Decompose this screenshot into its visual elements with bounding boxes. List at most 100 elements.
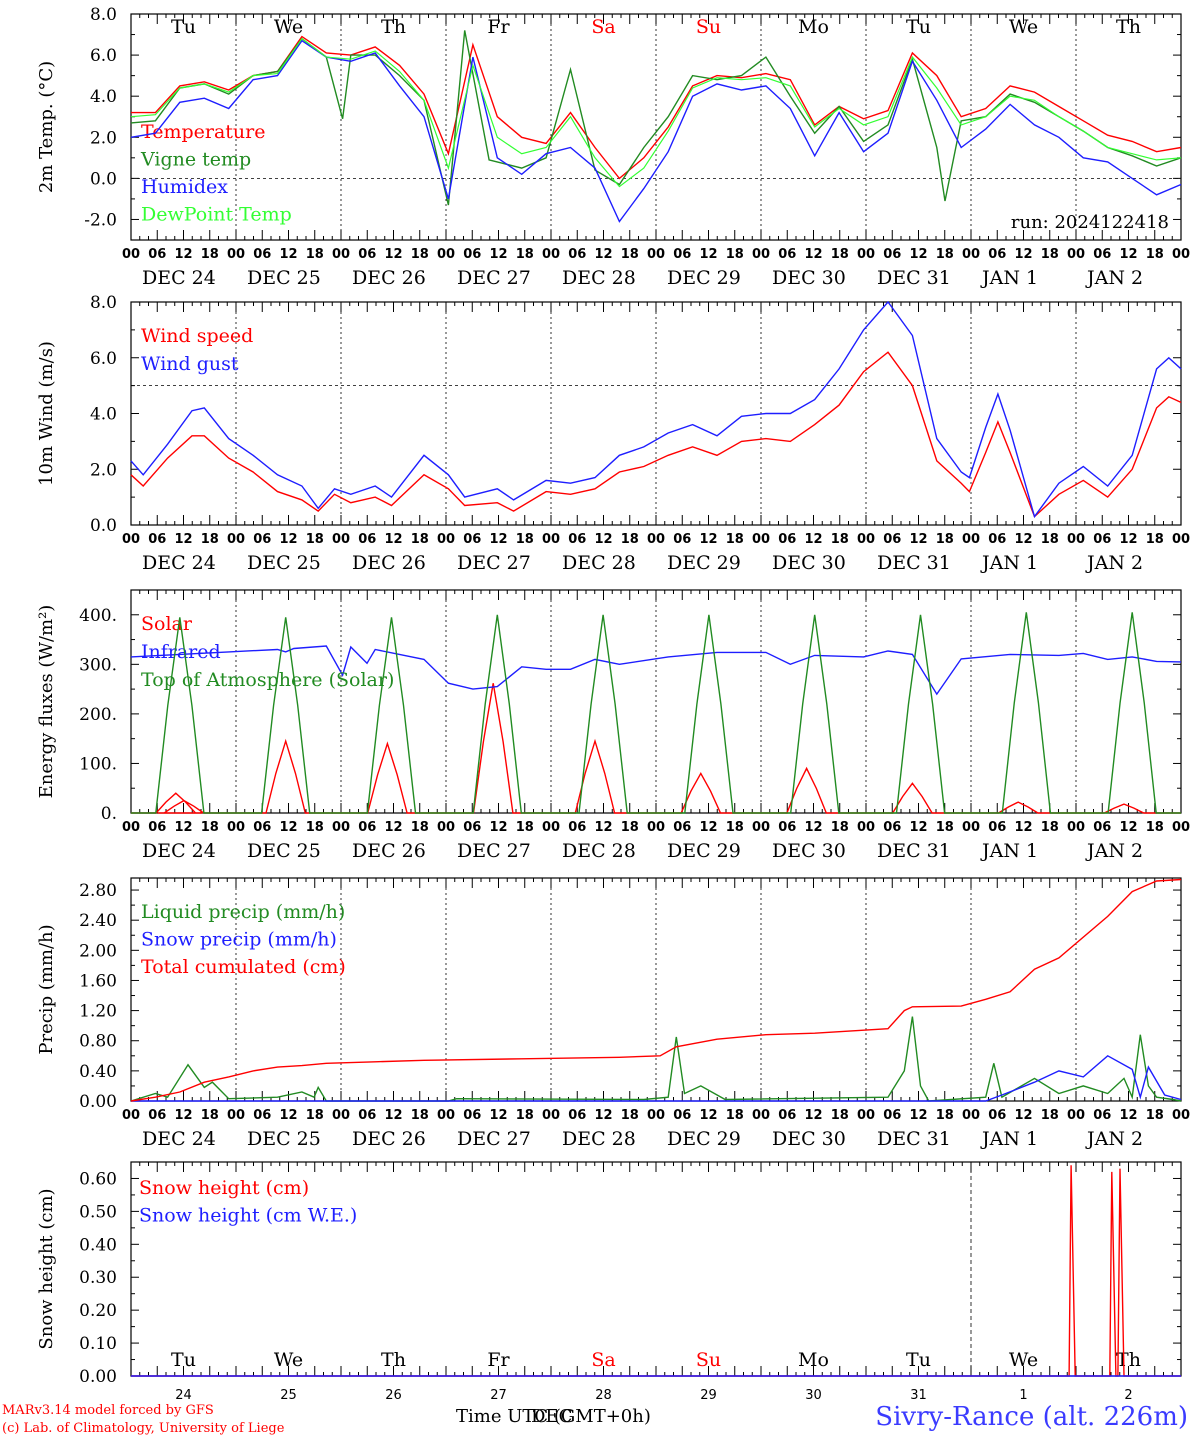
weekday-label: Mo [798,1349,829,1371]
x-hour-label: 06 [253,820,271,835]
run-annotation: run: 2024122418 [1011,212,1169,233]
x-hour-label: 18 [411,1108,429,1123]
legend-entry: Vigne temp [140,149,251,171]
y-tick-label: 1.20 [79,1002,117,1022]
x-hour-label: 12 [699,1108,717,1123]
x-date-label: DEC 28 [562,267,636,289]
x-date-label: DEC 28 [562,840,636,862]
y-tick-label: 4.0 [90,405,117,425]
x-hour-label: 18 [411,532,429,547]
x-hour-label: 18 [621,820,639,835]
x-hour-label: 18 [726,532,744,547]
x-hour-label: 00 [1172,820,1190,835]
x-hour-label: 00 [122,1108,140,1123]
x-hour-label: 18 [1146,1108,1164,1123]
x-hour-label: 00 [542,1108,560,1123]
series-line [130,878,1182,1102]
x-hour-label: 06 [148,247,166,262]
x-date-label: DEC 25 [247,267,321,289]
x-hour-label: 06 [988,1108,1006,1123]
y-tick-label: 1.60 [79,971,117,991]
x-hour-label: 06 [1093,247,1111,262]
series-line [131,612,1181,814]
x-hour-label: 06 [148,532,166,547]
x-date-label: DEC 24 [142,1128,216,1150]
x-hour-label: 18 [936,1108,954,1123]
x-hour-label: 12 [279,532,297,547]
x-hour-label: 06 [463,1108,481,1123]
weekday-label: We [1009,16,1038,38]
x-hour-label: 00 [332,820,350,835]
x-hour-label: 00 [1172,1108,1190,1123]
weekday-label: Tu [906,16,931,38]
weekday-label: Su [696,1349,721,1371]
series-line [131,1165,1181,1377]
x-hour-label: 00 [752,247,770,262]
x-hour-label: 18 [1041,532,1059,547]
y-tick-label: 6.0 [90,46,117,66]
x-axis-title: Time UTC (GMT+0h) DEC [456,1406,651,1427]
x-hour-label: 00 [1067,532,1085,547]
x-hour-label: 00 [227,820,245,835]
x-hour-label: 18 [306,247,324,262]
x-hour-label: 12 [909,532,927,547]
x-hour-label: 06 [883,820,901,835]
x-hour-label: 18 [1041,1108,1059,1123]
x-hour-label: 06 [883,1108,901,1123]
y-tick-label: 100. [79,754,117,774]
y-tick-label: 400. [79,606,117,626]
x-hour-label: 18 [621,532,639,547]
series-line [131,35,1182,180]
x-hour-label: 06 [673,820,691,835]
x-hour-label: 18 [516,1108,534,1123]
x-date-label: DEC 24 [142,267,216,289]
weekday-label: Fr [487,1349,510,1371]
x-date-label: DEC 24 [142,840,216,862]
x-date-label: DEC 26 [352,1128,426,1150]
x-hour-label: 12 [1119,1108,1137,1123]
series-line [130,351,1182,518]
x-hour-label: 06 [568,532,586,547]
x-hour-label: 12 [279,247,297,262]
series-line [131,683,1181,814]
x-hour-label: 00 [752,1108,770,1123]
day-number-label: 1 [1019,1388,1027,1403]
x-date-label: DEC 26 [352,840,426,862]
x-hour-label: 00 [332,532,350,547]
series-line [130,37,1182,188]
x-date-label: DEC 25 [247,1128,321,1150]
weekday-label: Sa [591,16,615,38]
x-hour-label: 00 [1067,820,1085,835]
x-hour-label: 18 [201,1108,219,1123]
x-hour-label: 06 [463,820,481,835]
legend-entry: Infrared [141,641,221,663]
x-hour-label: 06 [673,1108,691,1123]
x-hour-label: 00 [437,247,455,262]
x-hour-label: 00 [1172,532,1190,547]
x-hour-label: 06 [673,532,691,547]
x-axis-overlap-text: DEC [531,1406,573,1427]
x-hour-label: 12 [909,247,927,262]
x-hour-label: 00 [857,820,875,835]
weekday-label: We [274,1349,303,1371]
x-hour-label: 12 [489,1108,507,1123]
x-hour-label: 00 [752,820,770,835]
x-hour-label: 06 [883,247,901,262]
x-hour-label: 00 [1172,247,1190,262]
x-hour-label: 06 [253,247,271,262]
x-hour-label: 18 [621,1108,639,1123]
x-date-label: JAN 1 [980,552,1038,574]
x-hour-label: 12 [279,820,297,835]
x-hour-label: 00 [122,532,140,547]
x-hour-label: 12 [1119,532,1137,547]
x-hour-label: 00 [857,1108,875,1123]
x-hour-label: 12 [174,820,192,835]
y-tick-label: 0.0 [90,516,117,536]
x-hour-label: 00 [962,247,980,262]
day-number-label: 2 [1124,1388,1132,1403]
x-hour-label: 06 [568,247,586,262]
x-hour-label: 06 [358,820,376,835]
weekday-label: Th [381,1349,406,1371]
x-hour-label: 18 [831,1108,849,1123]
weekday-label: Tu [171,1349,196,1371]
